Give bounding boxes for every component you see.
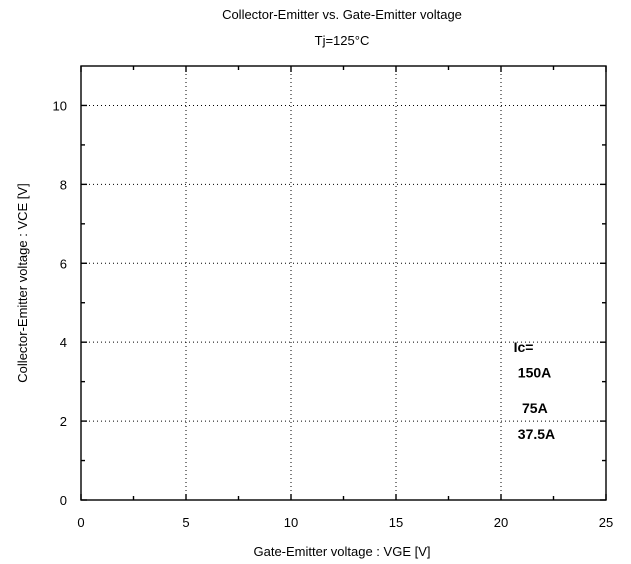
tick-labels: 0 5 10 15 20 25 0 2 4 6 8 10 bbox=[53, 98, 614, 530]
x-tick-label: 25 bbox=[599, 515, 613, 530]
y-tick-label: 6 bbox=[60, 256, 67, 271]
y-tick-label: 4 bbox=[60, 335, 67, 350]
ic-annotation: 75A bbox=[522, 400, 548, 416]
y-tick-label: 8 bbox=[60, 177, 67, 192]
ticks bbox=[80, 66, 607, 501]
x-axis-label: Gate-Emitter voltage : VGE [V] bbox=[253, 544, 430, 559]
y-tick-label: 0 bbox=[60, 493, 67, 508]
x-tick-label: 20 bbox=[494, 515, 508, 530]
annotations: Ic= 150A 75A 37.5A bbox=[514, 339, 556, 442]
chart-title: Collector-Emitter vs. Gate-Emitter volta… bbox=[222, 7, 462, 22]
y-axis-label: Collector-Emitter voltage : VCE [V] bbox=[15, 183, 30, 382]
ic-annotation: 37.5A bbox=[518, 426, 555, 442]
x-tick-label: 0 bbox=[77, 515, 84, 530]
grid bbox=[81, 66, 606, 500]
y-tick-label: 10 bbox=[53, 98, 67, 113]
ic-annotation: 150A bbox=[518, 365, 551, 381]
x-tick-label: 10 bbox=[284, 515, 298, 530]
y-tick-label: 2 bbox=[60, 414, 67, 429]
ic-annotation: Ic= bbox=[514, 339, 534, 355]
chart-subtitle: Tj=125°C bbox=[315, 33, 370, 48]
x-tick-label: 5 bbox=[182, 515, 189, 530]
x-tick-label: 15 bbox=[389, 515, 403, 530]
